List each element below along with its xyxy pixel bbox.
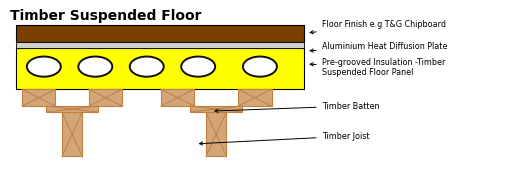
Ellipse shape bbox=[181, 57, 215, 77]
Bar bbox=[16, 25, 303, 42]
Bar bbox=[206, 112, 226, 156]
Bar bbox=[46, 106, 98, 112]
Bar bbox=[161, 89, 194, 106]
Bar bbox=[89, 89, 122, 106]
Bar bbox=[191, 106, 242, 112]
Text: Timber Joist: Timber Joist bbox=[200, 132, 369, 145]
Text: Timber Batten: Timber Batten bbox=[215, 102, 379, 113]
Bar bbox=[16, 42, 303, 48]
Bar bbox=[238, 89, 271, 106]
Bar bbox=[16, 48, 303, 89]
Text: Aluminium Heat Diffusion Plate: Aluminium Heat Diffusion Plate bbox=[310, 42, 447, 52]
Ellipse shape bbox=[243, 57, 277, 77]
Ellipse shape bbox=[78, 57, 112, 77]
Ellipse shape bbox=[27, 57, 61, 77]
Text: Pre-grooved Insulation -Timber
Suspended Floor Panel: Pre-grooved Insulation -Timber Suspended… bbox=[310, 58, 445, 77]
Text: Timber Suspended Floor: Timber Suspended Floor bbox=[10, 9, 202, 23]
Text: Floor Finish e.g T&G Chipboard: Floor Finish e.g T&G Chipboard bbox=[310, 20, 446, 34]
Ellipse shape bbox=[130, 57, 164, 77]
Bar bbox=[22, 89, 56, 106]
Bar bbox=[62, 112, 82, 156]
